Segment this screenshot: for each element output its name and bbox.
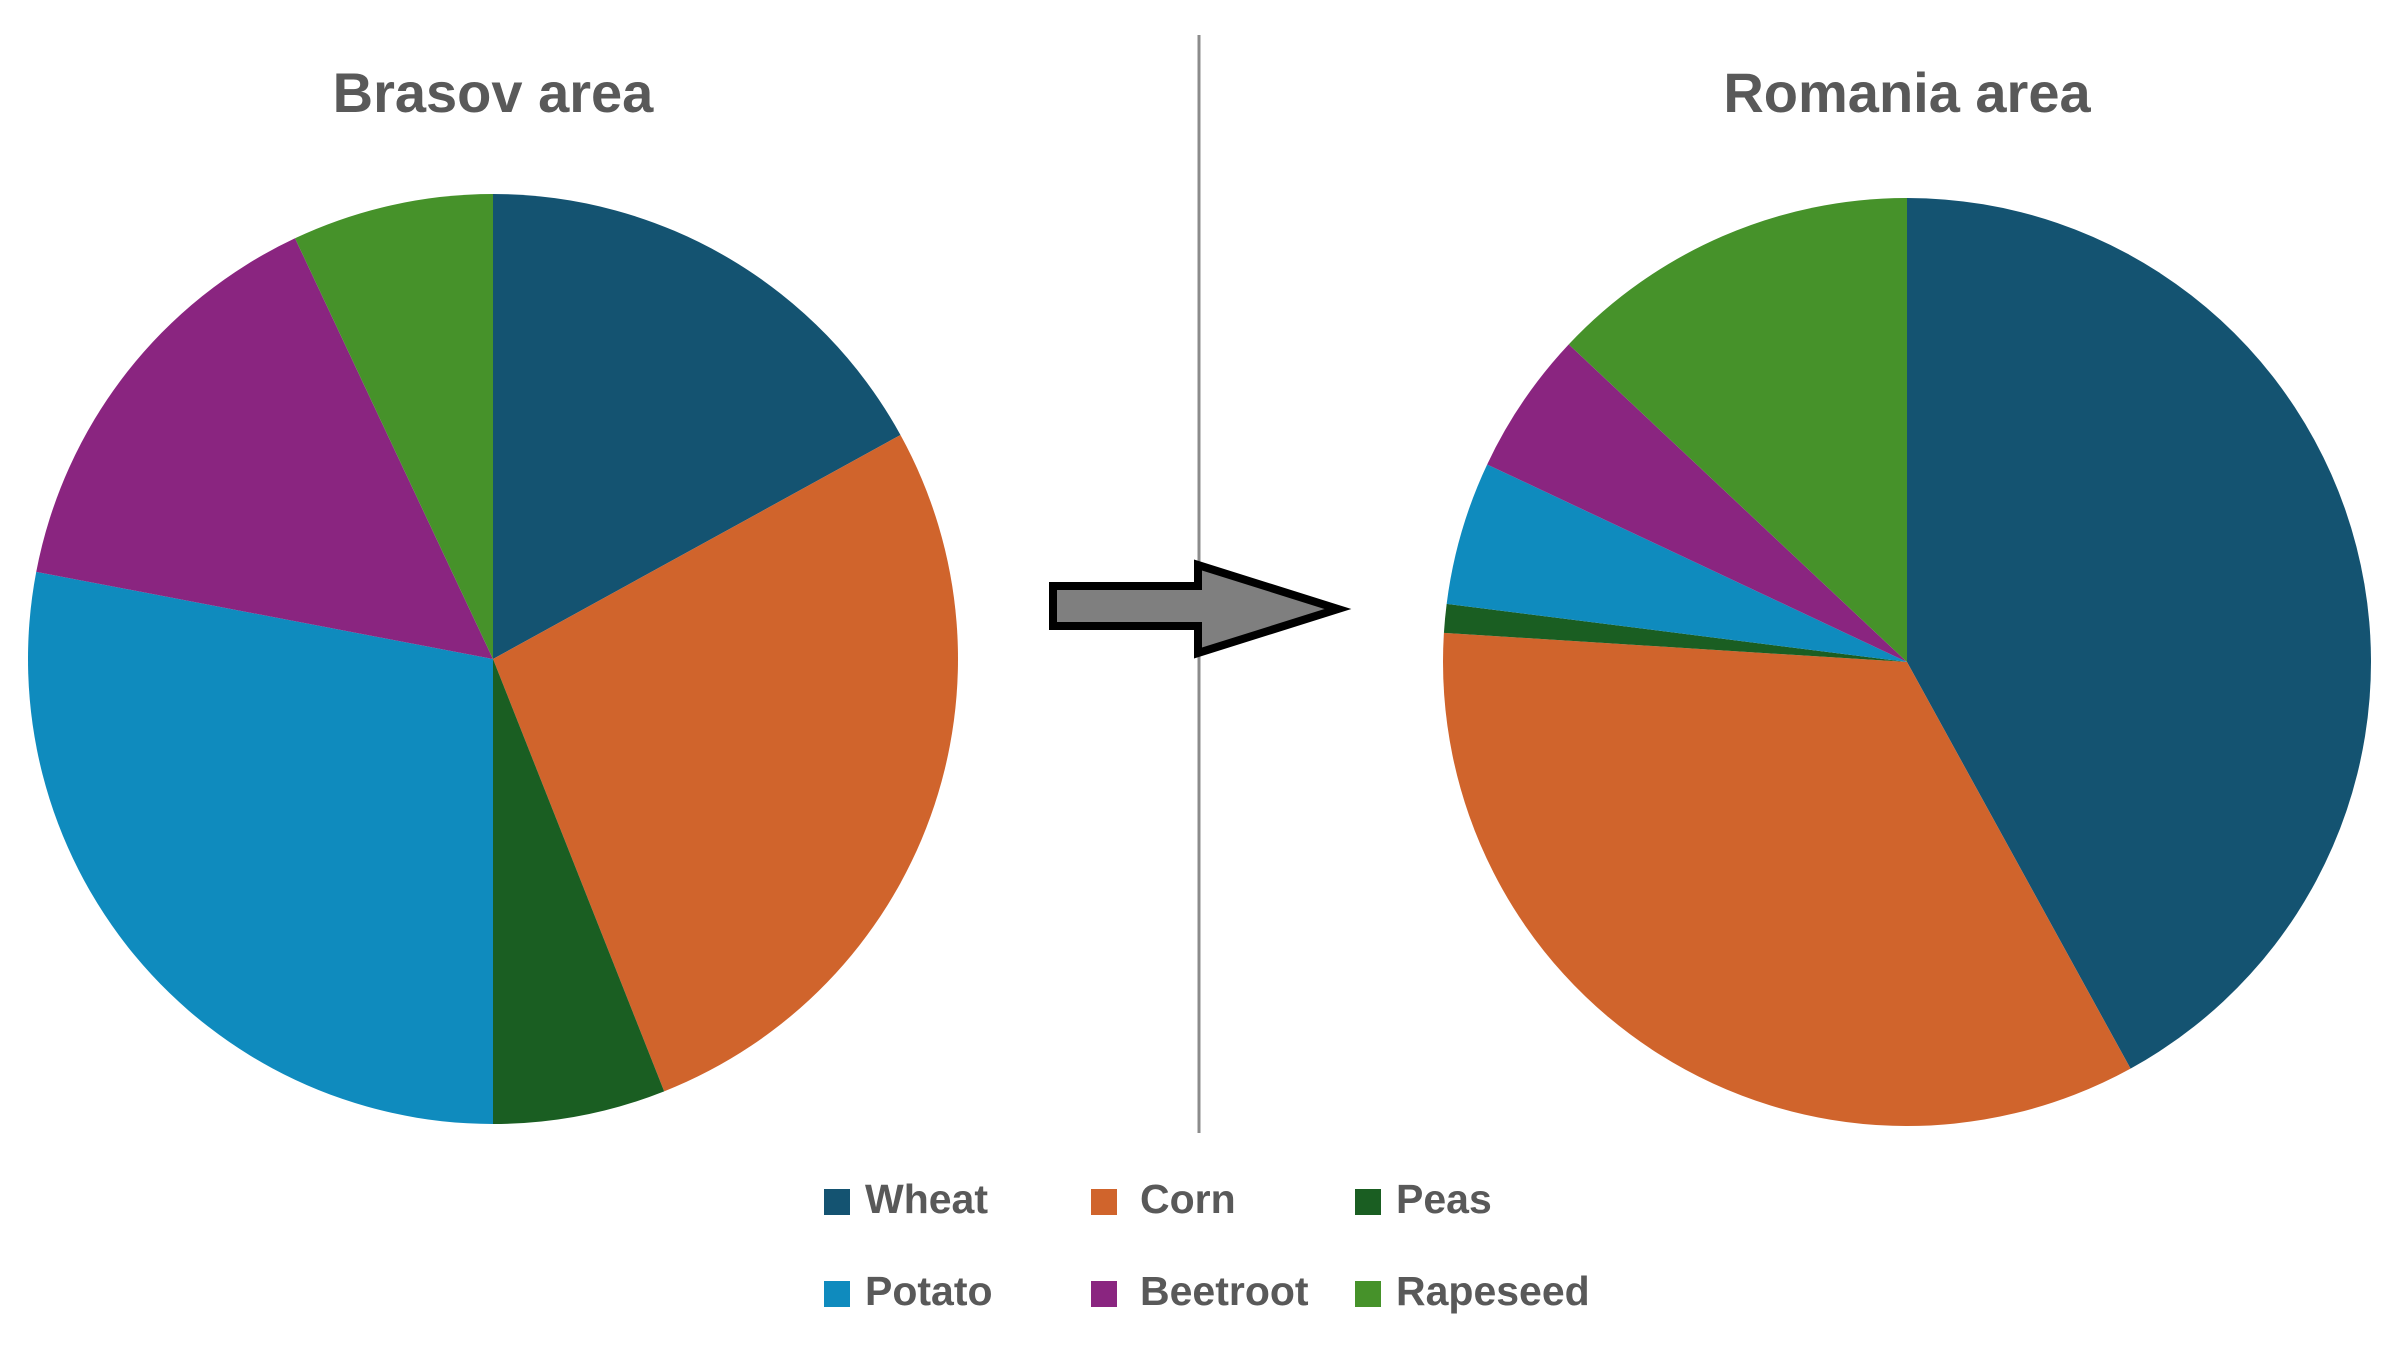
pie-slice xyxy=(295,194,493,659)
legend-swatch xyxy=(824,1281,850,1307)
legend-label: Rapeseed xyxy=(1396,1268,1590,1314)
legend-swatch xyxy=(1355,1281,1381,1307)
pie-slice xyxy=(1443,603,1907,662)
legend-label: Corn xyxy=(1140,1176,1236,1222)
legend: Wheat Corn Peas Potato Beetroot Rapeseed xyxy=(824,1176,1590,1314)
legend-swatch xyxy=(1091,1281,1117,1307)
pie-slice xyxy=(493,194,901,659)
legend-label: Peas xyxy=(1396,1176,1492,1222)
legend-label: Wheat xyxy=(865,1176,988,1222)
pie-slice xyxy=(36,238,494,659)
pie-slice xyxy=(493,659,665,1124)
chart-title: Romania area xyxy=(1723,61,2091,124)
pie-chart: Brasov area xyxy=(28,61,959,1124)
legend-swatch xyxy=(1091,1189,1117,1215)
pie-slice xyxy=(493,434,959,1092)
arrow xyxy=(1049,559,1352,659)
chart-title: Brasov area xyxy=(333,61,655,124)
pie-slice xyxy=(1446,464,1907,662)
legend-label: Potato xyxy=(865,1268,993,1314)
legend-swatch xyxy=(824,1189,850,1215)
pie-slice xyxy=(28,571,493,1124)
pie-slice xyxy=(1487,344,1907,662)
pie-slice xyxy=(1568,198,1907,662)
pies: Brasov area Romania area xyxy=(28,61,2371,1127)
pie-slice xyxy=(1443,632,2131,1127)
pie-chart: Romania area xyxy=(1443,61,2371,1127)
pie-slice xyxy=(1907,198,2371,1069)
legend-swatch xyxy=(1355,1189,1381,1215)
legend-label: Beetroot xyxy=(1140,1268,1309,1314)
